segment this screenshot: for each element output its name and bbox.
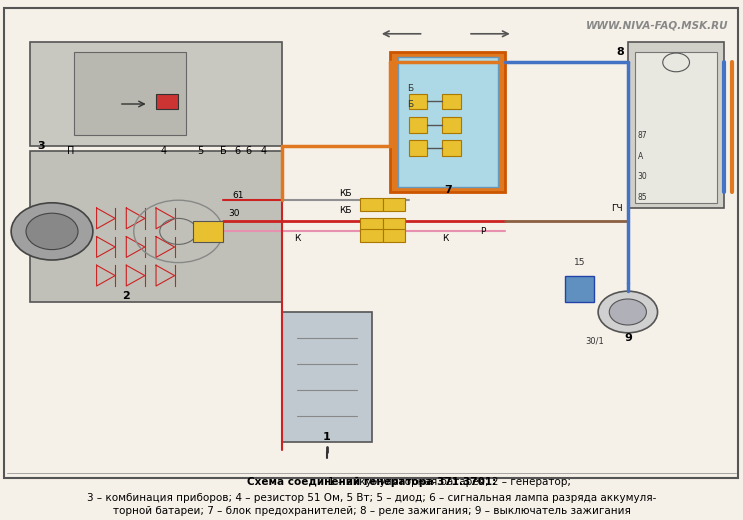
Text: К: К [443, 233, 449, 243]
Circle shape [26, 213, 78, 250]
Bar [565, 276, 594, 302]
Text: 1: 1 [323, 432, 331, 442]
Bar [442, 94, 461, 109]
Bar [156, 94, 178, 109]
Text: 15: 15 [574, 258, 585, 267]
Bar [383, 198, 405, 211]
Text: 8: 8 [617, 47, 624, 57]
Text: 87: 87 [637, 131, 647, 140]
Bar [360, 218, 383, 231]
Text: 30: 30 [228, 209, 240, 218]
Text: КБ: КБ [340, 189, 351, 198]
Bar [398, 57, 498, 187]
Text: 4: 4 [261, 146, 267, 156]
Text: 9: 9 [624, 333, 632, 343]
Bar [409, 117, 427, 133]
Circle shape [609, 299, 646, 325]
Text: 1 – аккумуляторная батарея; 2 – генератор;: 1 – аккумуляторная батарея; 2 – генерато… [172, 477, 571, 487]
Text: 6: 6 [246, 146, 252, 156]
Bar [383, 218, 405, 231]
Text: 3: 3 [37, 140, 45, 151]
Text: A: A [637, 151, 643, 161]
Text: 85: 85 [637, 193, 647, 202]
Bar [635, 52, 717, 203]
Text: 4: 4 [160, 146, 166, 156]
Bar [442, 117, 461, 133]
Bar [383, 229, 405, 242]
Text: 30/1: 30/1 [585, 336, 604, 345]
Bar [74, 52, 186, 135]
Text: Б: Б [407, 99, 413, 109]
Text: Б: Б [407, 84, 413, 93]
Text: 2: 2 [123, 291, 130, 302]
Text: Р: Р [480, 227, 486, 236]
Circle shape [598, 291, 658, 333]
Bar [409, 140, 427, 156]
Bar [409, 94, 427, 109]
Bar [628, 42, 724, 208]
Text: КБ: КБ [340, 206, 351, 215]
Text: П: П [67, 146, 74, 156]
Text: 61: 61 [232, 190, 244, 200]
Bar [442, 140, 461, 156]
Text: 7: 7 [444, 185, 452, 195]
Bar [193, 221, 223, 242]
Text: Р: Р [387, 227, 393, 236]
Bar [30, 151, 282, 302]
Bar [30, 42, 282, 146]
Bar [360, 229, 383, 242]
Text: 5: 5 [198, 146, 204, 156]
Text: 30: 30 [637, 172, 647, 181]
Text: 6: 6 [235, 146, 241, 156]
Bar [282, 312, 372, 442]
Bar [390, 52, 505, 192]
Text: 3 – комбинация приборов; 4 – резистор 51 Ом, 5 Вт; 5 – диод; 6 – сигнальная ламп: 3 – комбинация приборов; 4 – резистор 51… [87, 493, 656, 503]
Text: Схема соединений генератора 371.3701:: Схема соединений генератора 371.3701: [247, 477, 496, 487]
Circle shape [11, 203, 93, 260]
Text: Б: Б [219, 146, 227, 156]
Text: WWW.NIVA-FAQ.MSK.RU: WWW.NIVA-FAQ.MSK.RU [585, 21, 728, 31]
Text: торной батареи; 7 – блок предохранителей; 8 – реле зажигания; 9 – выключатель за: торной батареи; 7 – блок предохранителей… [112, 505, 631, 516]
Text: ГЧ: ГЧ [611, 203, 623, 213]
Bar [360, 198, 383, 211]
Text: К: К [294, 233, 300, 243]
